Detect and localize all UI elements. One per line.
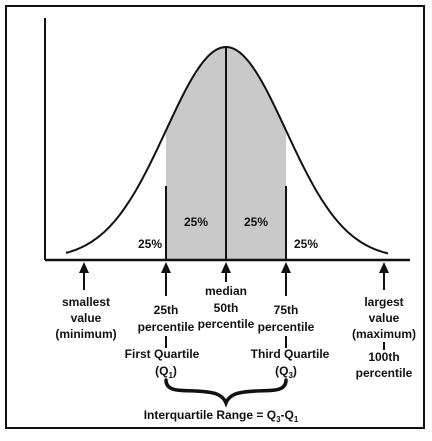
- iqr-brace: [164, 378, 288, 408]
- q1-percentile-line1: 25th: [154, 303, 179, 317]
- minimum-label-line3: (minimum): [55, 327, 116, 341]
- maximum-label-line4: 100th: [368, 350, 399, 364]
- maximum-arrow: [379, 262, 389, 290]
- median-label-line3: percentile: [198, 317, 255, 331]
- third-quartile-symbol: (Q3): [275, 364, 297, 380]
- left-tail-percent: 25%: [138, 237, 162, 251]
- minimum-label-line1: smallest: [62, 295, 110, 309]
- maximum-label-line3: (maximum): [352, 327, 416, 341]
- maximum-label-line1: largest: [364, 295, 403, 309]
- median-arrow: [221, 262, 231, 282]
- third-quartile-label: Third Quartile: [251, 347, 330, 361]
- q1-percentile-line2: percentile: [138, 320, 195, 334]
- right-tail-percent: 25%: [294, 237, 318, 251]
- maximum-label-line2: value: [369, 311, 400, 325]
- first-quartile-label: First Quartile: [125, 347, 200, 361]
- q3-percentile-line1: 75th: [274, 303, 299, 317]
- median-label-line2: 50th: [214, 301, 239, 315]
- median-label-line1: median: [205, 284, 247, 298]
- diagram-border: [5, 5, 425, 429]
- iqr-label: Interquartile Range = Q3-Q1: [144, 408, 299, 424]
- q3-arrow: [281, 262, 291, 296]
- minimum-arrow: [79, 262, 89, 290]
- median-q3-percent: 25%: [244, 215, 268, 229]
- q1-arrow: [161, 262, 171, 296]
- q1-median-percent: 25%: [184, 215, 208, 229]
- q3-percentile-line2: percentile: [258, 320, 315, 334]
- first-quartile-symbol: (Q1): [155, 364, 177, 380]
- maximum-label-line5: percentile: [356, 366, 413, 380]
- minimum-label-line2: value: [71, 311, 102, 325]
